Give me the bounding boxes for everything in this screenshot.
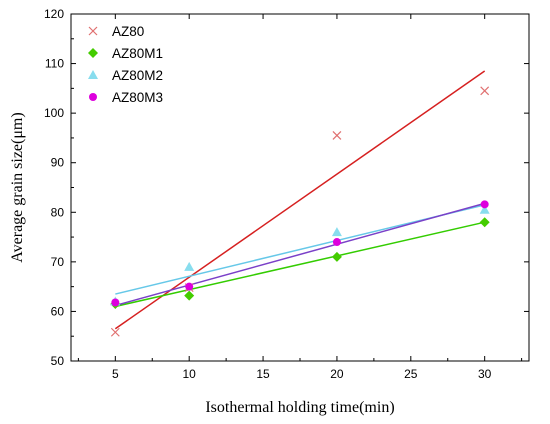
data-point-az80m3 — [332, 238, 341, 247]
legend-marker-az80-stroke-b — [88, 26, 98, 36]
data-point-az80m1 — [184, 290, 195, 301]
x-tick-label: 30 — [478, 367, 492, 381]
legend-label-az80m1: AZ80M1 — [112, 46, 163, 61]
y-axis-title: Average grain size(μm) — [9, 112, 26, 262]
x-tick-label: 20 — [330, 367, 344, 381]
data-markers — [110, 86, 490, 337]
legend-marker-az80 — [88, 26, 98, 36]
x-tick-label: 10 — [183, 367, 197, 381]
y-tick-label: 90 — [51, 156, 65, 170]
x-axis-title: Isothermal holding time(min) — [205, 399, 394, 416]
legend-marker-az80m3 — [89, 93, 97, 101]
data-point-az80-stroke-b — [480, 86, 490, 96]
y-tick-label: 120 — [44, 7, 64, 21]
fit-lines — [114, 70, 486, 330]
data-point-az80 — [480, 86, 490, 96]
y-tick-label: 70 — [51, 255, 65, 269]
legend-marker-az80m2 — [88, 70, 98, 79]
legend-label-az80m2: AZ80M2 — [112, 68, 163, 83]
data-point-az80m1 — [331, 251, 342, 262]
data-point-az80m1 — [479, 217, 490, 228]
legend-label-az80: AZ80 — [112, 24, 144, 39]
data-point-az80m2 — [184, 261, 195, 271]
legend: AZ80 AZ80M1 AZ80M2 AZ80M3 — [88, 24, 163, 105]
data-point-az80-stroke-b — [332, 131, 342, 140]
data-point-az80 — [332, 131, 342, 140]
x-tick-label: 5 — [112, 367, 119, 381]
legend-marker-az80m1 — [88, 48, 98, 58]
y-tick-label: 80 — [51, 205, 65, 219]
axes: 5 10 15 20 25 30 50 60 70 80 90 100 110 120 — [44, 7, 530, 381]
legend-label-az80m3: AZ80M3 — [112, 90, 163, 105]
data-point-az80m3 — [480, 200, 489, 209]
plot-frame — [70, 13, 530, 362]
y-tick-label: 50 — [51, 354, 65, 368]
x-tick-label: 25 — [404, 367, 418, 381]
fit-line-az80m1 — [115, 221, 485, 308]
data-point-az80m3 — [111, 298, 120, 307]
data-point-az80m2 — [331, 227, 342, 237]
x-tick-label: 15 — [256, 367, 270, 381]
data-point-az80m3 — [185, 282, 194, 291]
data-point-az80-stroke-b — [110, 327, 120, 337]
y-tick-label: 100 — [44, 106, 64, 120]
fit-line-az80m3 — [115, 202, 485, 307]
fit-line-az80 — [114, 70, 486, 330]
data-point-az80 — [110, 327, 120, 337]
data-point-az80m2 — [479, 204, 490, 214]
y-tick-label: 110 — [45, 57, 64, 71]
y-tick-label: 60 — [51, 304, 65, 318]
